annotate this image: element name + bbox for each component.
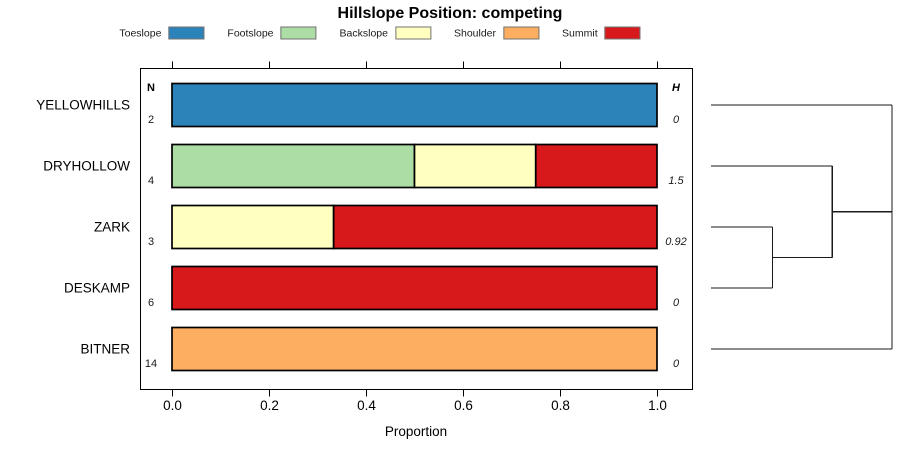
legend-label: Shoulder — [453, 27, 497, 39]
x-tick-label: 0.4 — [357, 398, 376, 413]
legend-swatch — [168, 26, 205, 40]
legend-swatch — [503, 26, 540, 40]
legend-item-toeslope: Toeslope — [119, 26, 205, 40]
legend-label: Backslope — [339, 27, 388, 39]
n-value: 14 — [145, 358, 157, 370]
legend-item-backslope: Backslope — [339, 26, 431, 40]
legend-swatch — [394, 26, 431, 40]
y-axis-label-zark: ZARK — [93, 219, 130, 235]
legend-label: Toeslope — [119, 27, 162, 39]
bar-segment-toeslope — [171, 82, 658, 128]
h-value: 0 — [673, 358, 680, 370]
x-tick-label: 0.2 — [260, 398, 279, 413]
n-value: 6 — [148, 297, 154, 309]
x-tick-label: 0.8 — [551, 398, 570, 413]
bar-segment-backslope — [171, 204, 335, 250]
y-axis-label-dryhollow: DRYHOLLOW — [43, 158, 130, 174]
n-value: 4 — [148, 175, 154, 187]
plot-frame — [139, 67, 694, 391]
x-tick-label: 0.0 — [163, 398, 182, 413]
legend-swatch — [604, 26, 641, 40]
h-value: 0.92 — [665, 236, 686, 248]
y-axis-label-deskamp: DESKAMP — [63, 280, 130, 296]
legend-item-summit: Summit — [562, 26, 641, 40]
h-column-header: H — [672, 82, 681, 94]
n-column-header: N — [147, 82, 155, 94]
y-axis-label-yellowhills: YELLOWHILLS — [36, 97, 130, 113]
legend-label: Footslope — [227, 27, 274, 39]
legend-label: Summit — [562, 27, 598, 39]
x-axis-title: Proportion — [384, 424, 448, 439]
legend-swatch — [280, 26, 317, 40]
h-value: 0 — [673, 114, 680, 126]
n-value: 3 — [148, 236, 154, 248]
h-value: 1.5 — [668, 175, 684, 187]
x-tick-label: 0.6 — [454, 398, 473, 413]
legend-item-shoulder: Shoulder — [453, 26, 540, 40]
legend-item-footslope: Footslope — [227, 26, 317, 40]
bar-segment-backslope — [413, 143, 537, 189]
chart-title: Hillslope Position: competing — [337, 5, 563, 22]
bar-segment-shoulder — [171, 326, 658, 372]
y-axis-label-bitner: BITNER — [80, 341, 130, 357]
x-tick-label: 1.0 — [648, 398, 667, 413]
legend: Toeslope Footslope Backslope Shoulder Summit — [119, 26, 641, 40]
n-value: 2 — [148, 114, 154, 126]
bar-segment-summit — [332, 204, 658, 250]
bar-segment-summit — [534, 143, 658, 189]
bar-segment-summit — [171, 265, 658, 311]
h-value: 0 — [673, 297, 680, 309]
bar-segment-footslope — [171, 143, 416, 189]
